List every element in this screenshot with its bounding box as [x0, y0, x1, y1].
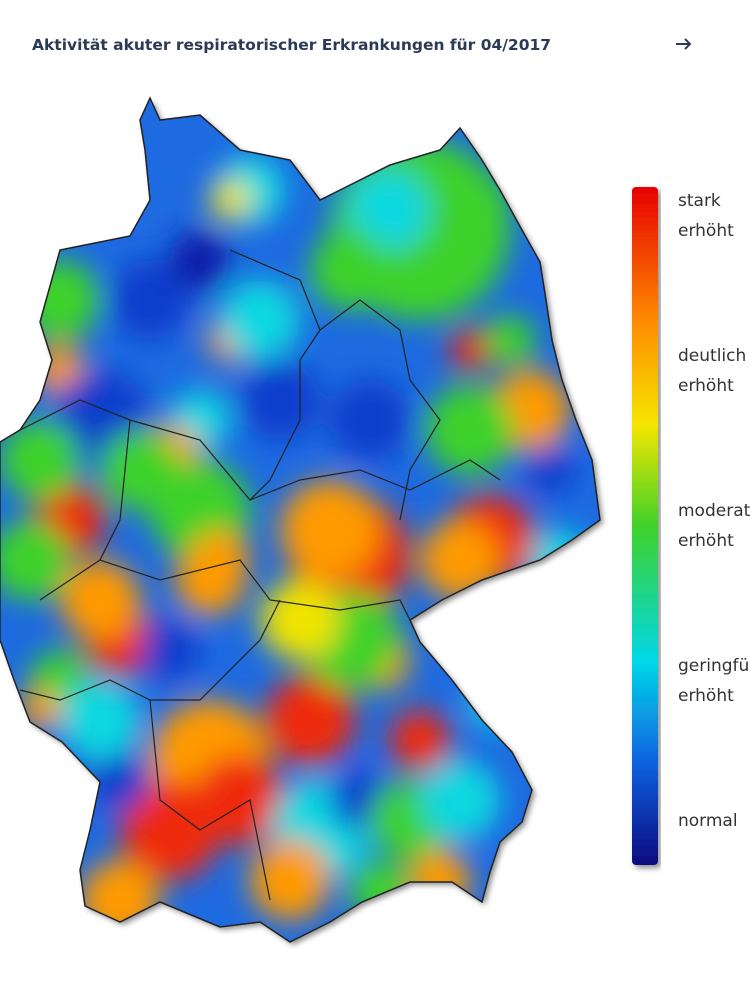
heat-blob	[90, 750, 150, 810]
legend: stark erhöht deutlich erhöht moderat erhöht ge…	[678, 191, 750, 831]
heat-blob	[195, 755, 285, 845]
legend-label: erhöht	[678, 376, 734, 396]
heat-blob	[140, 620, 200, 680]
heat-blob	[210, 180, 250, 220]
heat-blob	[80, 860, 160, 940]
heat-blob	[110, 260, 190, 340]
heat-blob	[250, 840, 330, 920]
legend-label: erhöht	[678, 221, 734, 241]
heat-blob	[240, 360, 320, 440]
legend-label: erhöht	[678, 531, 734, 551]
legend-label: moderat	[678, 501, 750, 521]
heat-blob	[190, 530, 250, 590]
legend-label: erhöht	[678, 686, 734, 706]
heat-blob	[60, 680, 140, 760]
heat-blob	[170, 230, 230, 290]
heat-blob	[450, 330, 490, 370]
title[interactable]: Aktivität akuter respiratorischer Erkran…	[32, 36, 552, 54]
heat-blob	[60, 560, 140, 640]
legend-label: stark	[678, 191, 721, 211]
heat-blob	[330, 380, 410, 460]
heat-blob	[220, 280, 300, 360]
heat-blob	[280, 480, 380, 580]
state-borders	[0, 249, 501, 901]
heat-blob	[425, 385, 515, 475]
heat-blob	[430, 170, 510, 250]
heat-blob	[420, 760, 500, 840]
heat-blob	[350, 860, 410, 920]
heat-blob	[470, 670, 530, 730]
heat-blob	[0, 520, 70, 600]
heat-blob	[350, 170, 430, 250]
heat-blob	[260, 580, 340, 660]
legend-label: normal	[678, 811, 738, 831]
heat-blob	[265, 675, 355, 765]
heat-blob	[420, 520, 500, 600]
heat-blob	[0, 420, 80, 500]
heat-blob	[525, 445, 575, 495]
heat-blob	[20, 260, 100, 340]
color-scale	[632, 187, 658, 865]
heat-blob	[310, 230, 390, 310]
heat-blob	[390, 710, 450, 770]
heat-blob	[485, 315, 535, 365]
legend-label: geringfügig	[678, 656, 750, 676]
heat-blob	[410, 850, 470, 910]
title-arrow[interactable]	[676, 38, 692, 50]
heat-blob	[120, 780, 220, 880]
legend-label: deutlich	[678, 346, 746, 366]
